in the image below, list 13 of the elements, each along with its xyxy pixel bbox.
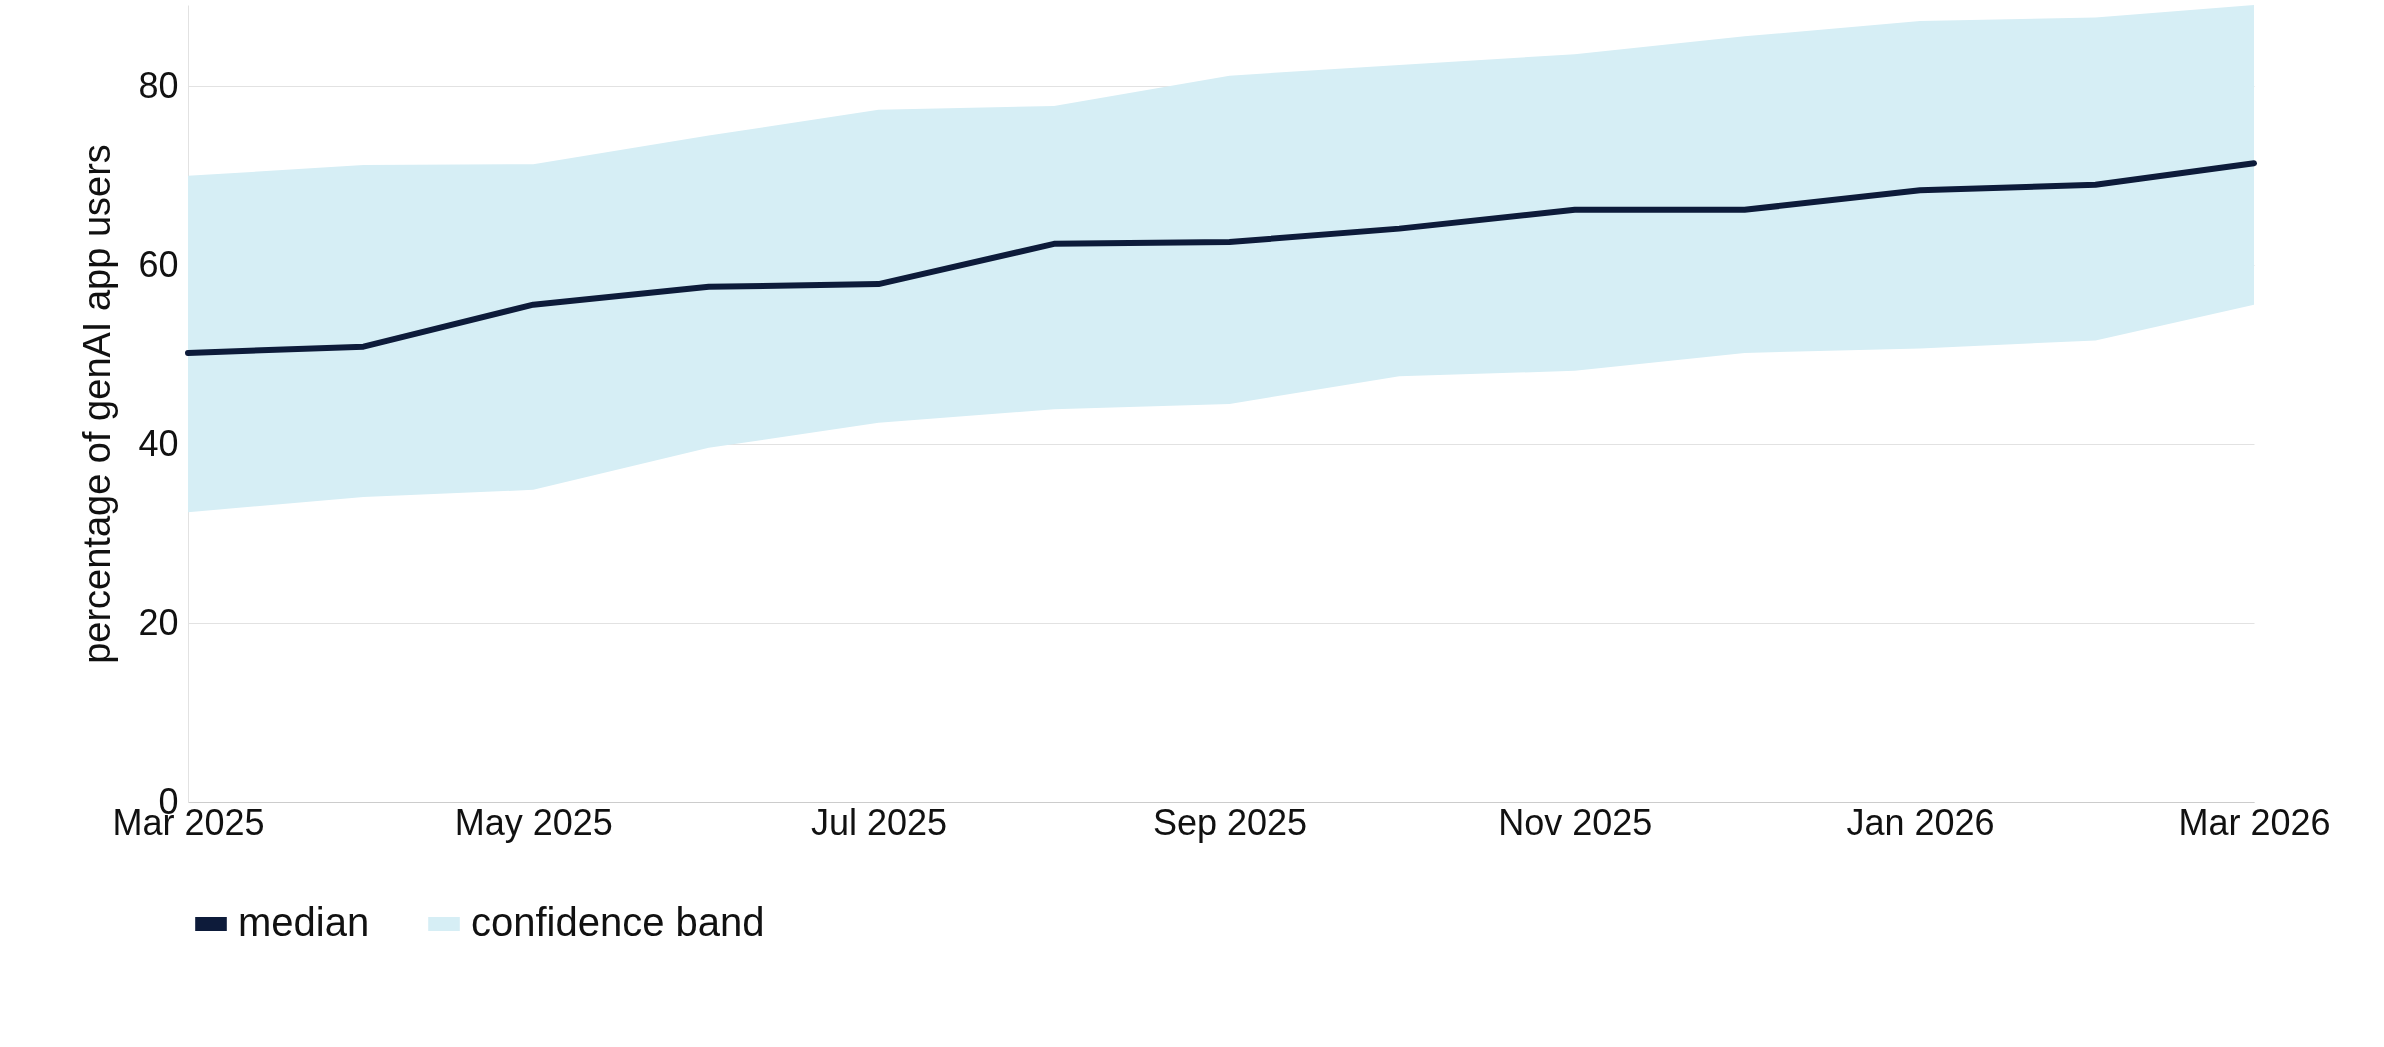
x-tick-label: Mar 2026	[2178, 801, 2331, 843]
y-axis-title: percentage of genAI app users	[76, 144, 119, 664]
x-tick-label: Sep 2025	[1152, 801, 1308, 843]
x-tick-label: Jan 2026	[1846, 801, 1995, 843]
y-tick-label: 80	[138, 64, 179, 106]
legend-label: confidence band	[471, 900, 765, 944]
legend-label: median	[238, 900, 370, 944]
y-tick-label: 20	[138, 601, 179, 643]
x-tick-label: Nov 2025	[1498, 801, 1653, 843]
y-tick-label: 60	[138, 243, 179, 285]
x-tick-label: Jul 2025	[811, 801, 948, 843]
x-tick-label: May 2025	[454, 801, 613, 843]
y-tick-label: 40	[138, 422, 179, 464]
